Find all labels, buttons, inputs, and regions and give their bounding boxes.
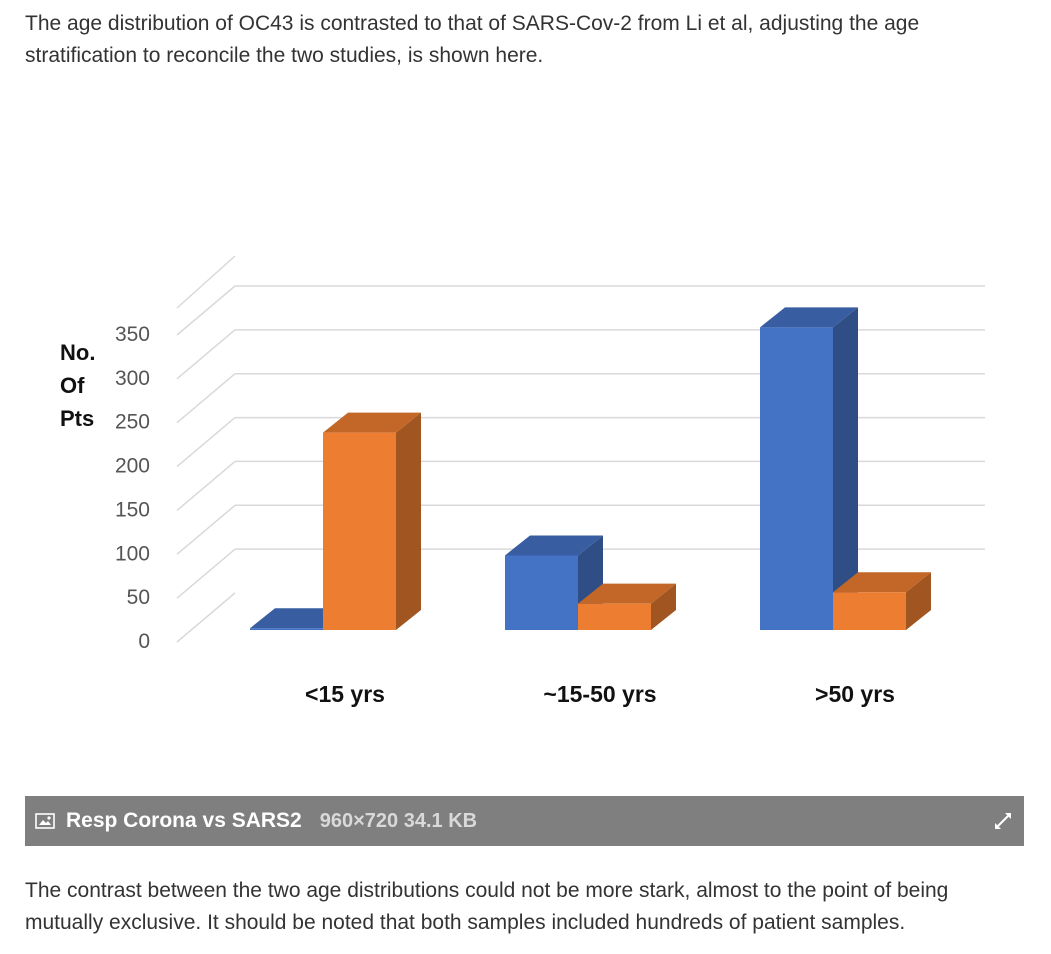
y-tick-label: 100 bbox=[115, 542, 150, 565]
x-category-label: >50 yrs bbox=[815, 681, 895, 707]
y-tick-label: 250 bbox=[115, 411, 150, 434]
expand-icon[interactable] bbox=[992, 810, 1014, 832]
intro-paragraph: The age distribution of OC43 is contrast… bbox=[25, 12, 920, 67]
bar bbox=[578, 583, 676, 630]
gridline-side bbox=[176, 329, 236, 380]
bar bbox=[760, 307, 858, 630]
gridline-side bbox=[176, 460, 236, 512]
bar bbox=[323, 412, 421, 630]
caption-dimensions: 960×720 bbox=[319, 809, 399, 832]
gridline-side bbox=[176, 592, 236, 643]
y-tick-label: 200 bbox=[115, 455, 150, 478]
gridline-side bbox=[176, 504, 236, 555]
caption-meta: 960×720 34.1 KB bbox=[320, 810, 477, 833]
image-caption-bar: Resp Corona vs SARS2 960×720 34.1 KB bbox=[25, 796, 1024, 846]
y-axis-label-line: Pts bbox=[60, 406, 94, 431]
y-tick-label: 300 bbox=[115, 367, 150, 390]
chart-svg: 0 50 100 150 200 250 300 350 No. Of Pts <15 yrs ~1… bbox=[60, 255, 985, 707]
y-tick-label: 350 bbox=[115, 323, 150, 346]
image-icon bbox=[35, 810, 57, 832]
y-tick-label: 0 bbox=[138, 630, 150, 653]
y-axis-label-line: Of bbox=[60, 373, 85, 398]
caption-size: 34.1 KB bbox=[403, 809, 478, 832]
bar bbox=[833, 572, 931, 630]
caption-title: Resp Corona vs SARS2 bbox=[66, 809, 302, 832]
gridline-side bbox=[176, 548, 236, 599]
gridline-side bbox=[176, 416, 236, 468]
gridline-side bbox=[176, 285, 236, 336]
outro-paragraph: The contrast between the two age distrib… bbox=[25, 879, 949, 934]
y-tick-label: 50 bbox=[127, 586, 150, 609]
x-category-label: <15 yrs bbox=[305, 681, 385, 707]
age-distribution-chart: 0 50 100 150 200 250 300 350 No. Of Pts <15 yrs ~1… bbox=[25, 250, 1025, 720]
gridline-side bbox=[176, 373, 236, 424]
x-category-label: ~15-50 yrs bbox=[543, 681, 656, 707]
gridline-side bbox=[176, 255, 236, 309]
y-axis-label-line: No. bbox=[60, 340, 95, 365]
y-tick-label: 150 bbox=[115, 498, 150, 521]
